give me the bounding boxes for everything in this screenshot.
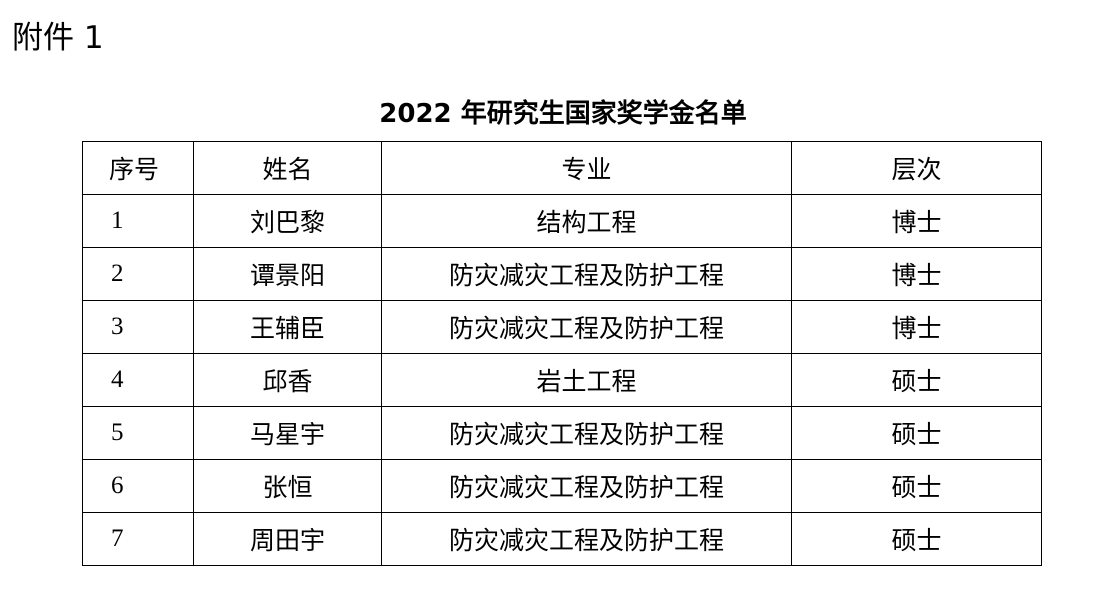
header-index: 序号	[82, 141, 194, 195]
table-row: 2 谭景阳 防灾减灾工程及防护工程 博士	[82, 247, 1042, 301]
cell-level: 博士	[791, 247, 1042, 301]
cell-major: 岩土工程	[381, 353, 792, 407]
cell-level: 硕士	[791, 353, 1042, 407]
cell-level: 硕士	[791, 512, 1042, 566]
cell-major: 防灾减灾工程及防护工程	[381, 247, 792, 301]
cell-name: 王辅臣	[193, 300, 382, 354]
table-row: 7 周田宇 防灾减灾工程及防护工程 硕士	[82, 512, 1042, 566]
cell-index: 1	[82, 194, 194, 248]
header-major: 专业	[381, 141, 792, 195]
cell-index: 2	[82, 247, 194, 301]
cell-level: 博士	[791, 194, 1042, 248]
cell-name: 张恒	[193, 459, 382, 513]
table-row: 3 王辅臣 防灾减灾工程及防护工程 博士	[82, 300, 1042, 354]
cell-major: 结构工程	[381, 194, 792, 248]
document-title: 2022 年研究生国家奖学金名单	[379, 99, 747, 129]
table-row: 4 邱香 岩土工程 硕士	[82, 353, 1042, 407]
cell-major: 防灾减灾工程及防护工程	[381, 459, 792, 513]
cell-level: 硕士	[791, 459, 1042, 513]
cell-name: 谭景阳	[193, 247, 382, 301]
attachment-label: 附件 1	[12, 20, 104, 56]
cell-major: 防灾减灾工程及防护工程	[381, 512, 792, 566]
cell-major: 防灾减灾工程及防护工程	[381, 406, 792, 460]
cell-name: 马星宇	[193, 406, 382, 460]
cell-name: 邱香	[193, 353, 382, 407]
cell-level: 硕士	[791, 406, 1042, 460]
cell-index: 3	[82, 300, 194, 354]
table-row: 5 马星宇 防灾减灾工程及防护工程 硕士	[82, 406, 1042, 460]
header-name: 姓名	[193, 141, 382, 195]
table-row: 6 张恒 防灾减灾工程及防护工程 硕士	[82, 459, 1042, 513]
table-row: 1 刘巴黎 结构工程 博士	[82, 194, 1042, 248]
cell-index: 4	[82, 353, 194, 407]
cell-index: 5	[82, 406, 194, 460]
cell-index: 7	[82, 512, 194, 566]
cell-major: 防灾减灾工程及防护工程	[381, 300, 792, 354]
cell-index: 6	[82, 459, 194, 513]
cell-name: 刘巴黎	[193, 194, 382, 248]
header-level: 层次	[791, 141, 1042, 195]
cell-level: 博士	[791, 300, 1042, 354]
cell-name: 周田宇	[193, 512, 382, 566]
scholarship-table: 序号 姓名 专业 层次 1 刘巴黎 结构工程 博士 2 谭景阳 防灾减灾工程及防护工程 博士 3…	[82, 141, 1042, 566]
table-header-row: 序号 姓名 专业 层次	[82, 141, 1042, 195]
